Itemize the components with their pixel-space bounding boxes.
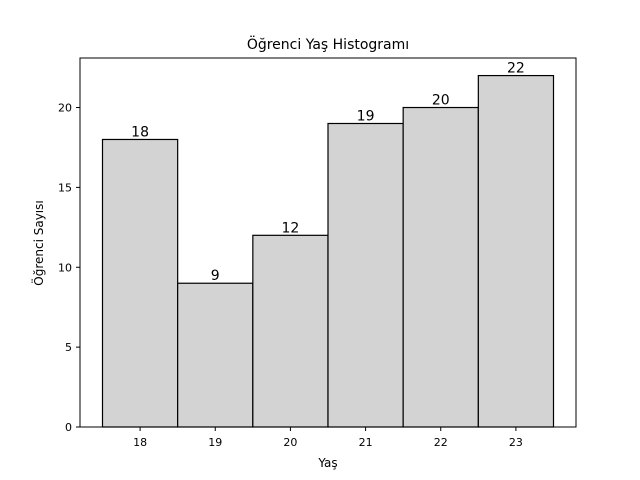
y-tick-label: 20 bbox=[58, 102, 72, 115]
plot-frame bbox=[79, 57, 577, 428]
x-axis-label: Yaş bbox=[317, 456, 337, 470]
data-label-23: 22 bbox=[507, 61, 525, 77]
bar-20 bbox=[252, 234, 329, 428]
y-tick-label: 15 bbox=[58, 181, 72, 194]
bar-18 bbox=[101, 138, 179, 428]
data-label-20: 12 bbox=[282, 220, 300, 236]
bar-19 bbox=[177, 282, 254, 428]
x-tick-label: 23 bbox=[509, 436, 523, 449]
bar-23 bbox=[477, 74, 555, 428]
y-tick-label: 0 bbox=[65, 421, 72, 434]
x-tick-label: 20 bbox=[283, 436, 297, 449]
data-label-21: 19 bbox=[357, 108, 375, 124]
x-tick-label: 19 bbox=[208, 436, 222, 449]
bar-21 bbox=[327, 122, 404, 428]
chart-title: Öğrenci Yaş Histogramı bbox=[247, 35, 409, 53]
data-label-22: 20 bbox=[432, 93, 450, 109]
data-labels-layer: 18 9 12 19 20 22 bbox=[131, 61, 525, 285]
x-tick-label: 18 bbox=[133, 436, 147, 449]
y-tick-label: 10 bbox=[58, 261, 72, 274]
x-axis-ticks: 18 19 20 21 22 23 bbox=[133, 427, 523, 449]
y-tick-label: 5 bbox=[65, 341, 72, 354]
y-axis-ticks: 0 5 10 15 20 bbox=[58, 102, 80, 434]
bar-22 bbox=[402, 106, 479, 428]
x-tick-label: 22 bbox=[434, 436, 448, 449]
x-tick-label: 21 bbox=[359, 436, 373, 449]
data-label-19: 9 bbox=[211, 268, 220, 284]
bars-layer bbox=[101, 74, 555, 428]
y-axis-label: Öğrenci Sayısı bbox=[30, 200, 46, 285]
data-label-18: 18 bbox=[131, 124, 149, 140]
